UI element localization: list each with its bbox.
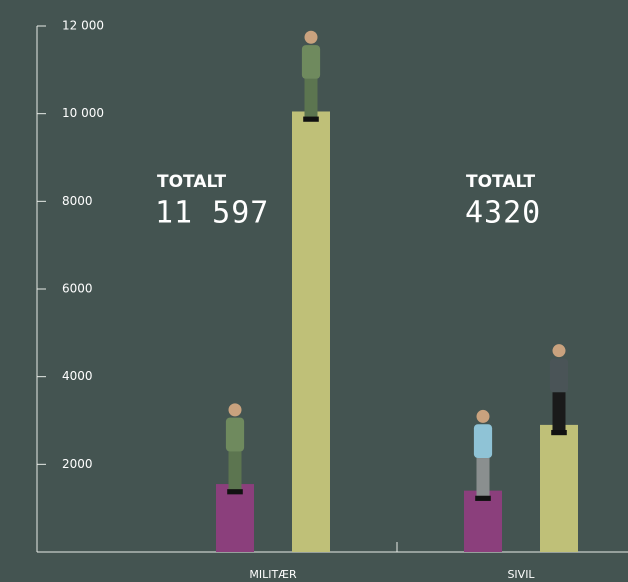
total-label: TOTALT: [466, 172, 535, 192]
x-tick-label: SIVIL: [507, 568, 535, 581]
person-legs: [477, 458, 490, 497]
y-tick-label: 12 000: [62, 19, 104, 33]
y-tick-label: 10 000: [62, 106, 104, 120]
person-shoe: [475, 496, 491, 501]
person-body: [474, 424, 492, 458]
total-value: 11 597: [155, 196, 269, 231]
person-head: [553, 344, 566, 357]
total-value: 4320: [465, 196, 541, 231]
person-head: [305, 31, 318, 44]
bar: [292, 111, 330, 552]
person-legs: [553, 392, 566, 431]
y-tick-label: 6000: [62, 282, 93, 296]
y-tick-label: 8000: [62, 194, 93, 208]
y-tick-label: 2000: [62, 457, 93, 471]
person-shoe: [551, 430, 567, 435]
person-shoe: [303, 117, 319, 122]
person-legs: [229, 451, 242, 490]
x-tick-label: MILITÆR: [249, 568, 297, 581]
person-body: [302, 45, 320, 79]
y-tick-label: 4000: [62, 369, 93, 383]
bar: [540, 425, 578, 552]
person-head: [477, 410, 490, 423]
person-legs: [305, 79, 318, 118]
person-body: [550, 358, 568, 392]
person-head: [229, 403, 242, 416]
person-body: [226, 418, 244, 452]
chart: TOTALT 11 597 TOTALT 4320 2000 4000 6000 80…: [0, 0, 628, 582]
total-label: TOTALT: [157, 172, 226, 192]
person-shoe: [227, 489, 243, 494]
